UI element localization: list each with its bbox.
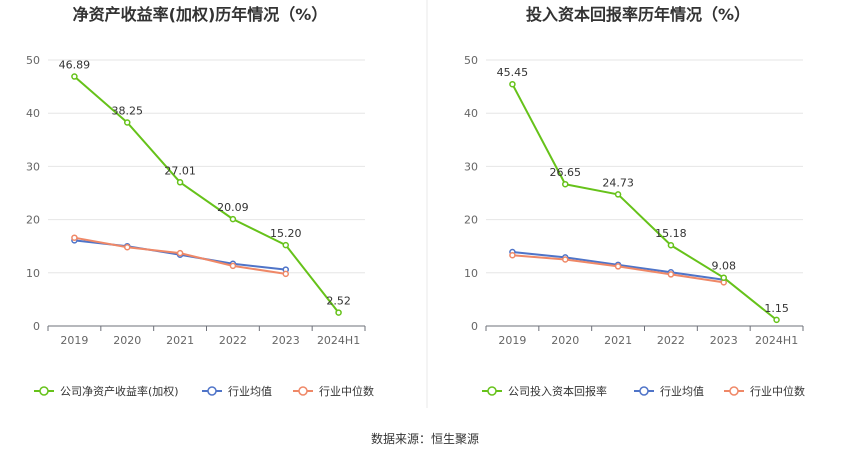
data-point: [282, 241, 289, 249]
x-tick-label: 2021: [166, 334, 194, 347]
y-tick-label: 20: [26, 214, 40, 227]
legend-marker: [298, 386, 308, 396]
y-tick-label: 50: [464, 54, 478, 67]
legend-label: 行业均值: [228, 385, 272, 398]
series-line: [511, 83, 778, 321]
chart-title: 净资产收益率(加权)历年情况（%）: [73, 5, 328, 24]
data-point: [509, 80, 516, 88]
legend-label: 行业均值: [660, 385, 704, 398]
data-point: [614, 263, 622, 270]
data-label: 2.52: [326, 295, 351, 308]
data-point: [282, 270, 289, 278]
x-tick-label: 2022: [219, 334, 247, 347]
series-line: [73, 75, 340, 314]
y-tick-label: 40: [464, 107, 478, 120]
x-tick-label: 2019: [60, 334, 88, 347]
x-tick-label: 2019: [498, 334, 526, 347]
y-tick-label: 30: [26, 160, 40, 173]
data-label: 26.65: [550, 166, 582, 179]
data-point: [229, 262, 237, 270]
chart-title: 投入资本回报率历年情况（%）: [526, 5, 750, 24]
y-tick-label: 0: [33, 320, 40, 333]
data-point: [124, 119, 131, 126]
legend-marker: [639, 386, 649, 396]
data-label: 20.09: [217, 201, 249, 214]
data-label: 45.45: [497, 66, 529, 79]
source-note: 数据来源：恒生聚源: [371, 431, 479, 446]
legend-label: 行业中位数: [319, 384, 374, 398]
data-label: 15.18: [655, 227, 687, 240]
legend-marker: [487, 386, 497, 396]
data-point: [176, 179, 184, 186]
data-point: [562, 256, 569, 263]
legend-label: 行业中位数: [750, 384, 805, 398]
data-label: 46.89: [59, 59, 91, 72]
x-tick-label: 2020: [113, 334, 141, 347]
x-tick-label: 2023: [710, 334, 738, 347]
data-label: 1.15: [764, 302, 789, 315]
data-point: [71, 234, 78, 241]
data-point: [124, 244, 131, 251]
x-tick-label: 2020: [551, 334, 579, 347]
x-tick-label: 2023: [272, 334, 300, 347]
data-label: 38.25: [112, 105, 144, 118]
data-point: [773, 316, 780, 324]
legend-marker: [207, 386, 217, 396]
data-point: [71, 73, 78, 80]
y-tick-label: 10: [464, 267, 478, 280]
x-tick-label: 2024H1: [317, 334, 360, 347]
data-point: [667, 241, 675, 249]
data-point: [720, 274, 727, 281]
legend-label: 公司净资产收益率(加权): [60, 384, 179, 398]
y-tick-label: 20: [464, 214, 478, 227]
roe-chart: 净资产收益率(加权)历年情况（%） 0 10 20 30 40 50 2019 2020 2021…: [26, 5, 374, 398]
x-tick-label: 2021: [604, 334, 632, 347]
data-point: [614, 191, 622, 198]
y-tick-label: 10: [26, 267, 40, 280]
y-tick-label: 0: [471, 320, 478, 333]
data-point: [229, 215, 237, 223]
legend-marker: [729, 386, 739, 396]
x-tick-label: 2024H1: [755, 334, 798, 347]
legend-label: 公司投入资本回报率: [508, 384, 607, 398]
data-point: [176, 249, 184, 257]
legend-marker: [39, 386, 49, 396]
data-label: 9.08: [712, 260, 737, 273]
data-point: [335, 309, 342, 316]
data-label: 24.73: [602, 176, 634, 189]
data-point: [667, 271, 675, 278]
y-tick-label: 40: [26, 107, 40, 120]
roic-chart: 投入资本回报率历年情况（%） 0 10 20 30 40 50 2019 2020 2021 202…: [464, 5, 805, 398]
x-tick-label: 2022: [657, 334, 685, 347]
y-tick-label: 50: [26, 54, 40, 67]
data-point: [509, 251, 516, 259]
data-label: 27.01: [164, 164, 196, 177]
data-label: 15.20: [270, 227, 302, 240]
data-point: [562, 180, 569, 188]
y-tick-label: 30: [464, 160, 478, 173]
